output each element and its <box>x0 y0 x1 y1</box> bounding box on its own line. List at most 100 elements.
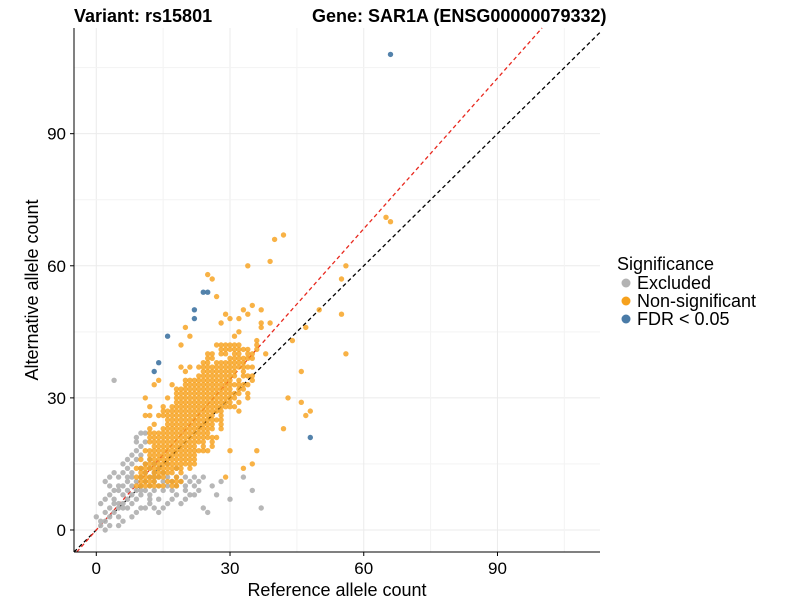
point-non-significant <box>182 417 189 423</box>
point-excluded <box>107 522 113 529</box>
point-non-significant <box>147 412 153 419</box>
point-excluded <box>191 483 198 489</box>
point-non-significant <box>151 443 157 449</box>
reference-line <box>76 27 543 553</box>
point-non-significant <box>222 399 229 405</box>
point-non-significant <box>187 448 193 454</box>
point-non-significant <box>249 364 255 370</box>
point-non-significant <box>160 474 166 480</box>
point-non-significant <box>245 355 251 361</box>
point-non-significant <box>280 232 287 238</box>
point-non-significant <box>178 421 184 427</box>
point-non-significant <box>178 404 184 410</box>
point-excluded <box>124 456 131 463</box>
point-excluded <box>182 487 189 494</box>
point-non-significant <box>213 417 220 423</box>
legend-swatch-non-significant <box>621 296 631 306</box>
point-non-significant <box>231 355 238 361</box>
point-non-significant <box>147 483 153 489</box>
point-non-significant <box>209 417 215 423</box>
point-non-significant <box>191 430 198 436</box>
point-fdr-0-05 <box>387 51 394 58</box>
point-non-significant <box>258 307 264 313</box>
point-non-significant <box>254 342 260 348</box>
point-non-significant <box>187 452 193 458</box>
point-non-significant <box>173 430 180 436</box>
point-non-significant <box>227 315 233 322</box>
point-non-significant <box>169 439 175 445</box>
point-excluded <box>120 500 126 507</box>
point-non-significant <box>164 456 171 463</box>
point-excluded <box>164 474 171 480</box>
point-excluded <box>115 474 122 480</box>
point-excluded <box>196 487 202 494</box>
point-non-significant <box>138 474 144 480</box>
point-excluded <box>129 483 135 489</box>
legend-swatch-fdr <box>621 314 631 324</box>
point-non-significant <box>245 382 251 388</box>
point-excluded <box>111 470 117 476</box>
point-non-significant <box>156 456 162 463</box>
point-non-significant <box>178 390 184 397</box>
point-non-significant <box>173 417 180 423</box>
point-excluded <box>187 492 193 498</box>
point-excluded <box>107 483 113 489</box>
point-non-significant <box>187 390 193 397</box>
point-non-significant <box>191 382 198 388</box>
point-non-significant <box>173 448 180 454</box>
point-excluded <box>129 470 135 476</box>
point-non-significant <box>169 382 175 388</box>
point-non-significant <box>151 448 157 454</box>
point-non-significant <box>213 404 220 410</box>
point-excluded <box>133 439 140 445</box>
point-non-significant <box>178 364 184 370</box>
legend-label-non-significant: Non-significant <box>637 291 756 311</box>
point-excluded <box>129 461 135 467</box>
point-non-significant <box>173 390 180 397</box>
point-non-significant <box>249 355 255 361</box>
point-excluded <box>133 434 140 441</box>
point-non-significant <box>205 417 211 423</box>
point-excluded <box>102 509 108 516</box>
point-excluded <box>133 448 140 454</box>
point-non-significant <box>196 426 202 432</box>
point-fdr-0-05 <box>191 315 198 322</box>
point-excluded <box>138 430 144 436</box>
point-non-significant <box>231 342 238 348</box>
point-non-significant <box>178 386 184 392</box>
point-non-significant <box>196 439 202 445</box>
point-excluded <box>138 443 144 449</box>
point-non-significant <box>222 382 229 388</box>
point-non-significant <box>205 390 211 397</box>
point-non-significant <box>147 465 153 471</box>
point-non-significant <box>209 386 215 392</box>
point-non-significant <box>147 474 153 480</box>
axis-ticks: 0 30 60 90 0 30 60 90 <box>47 125 507 578</box>
point-non-significant <box>151 470 157 476</box>
point-non-significant <box>240 465 247 471</box>
point-non-significant <box>213 364 220 370</box>
point-excluded <box>138 505 144 511</box>
point-fdr-0-05 <box>151 368 157 375</box>
point-non-significant <box>209 434 215 441</box>
point-non-significant <box>200 382 206 388</box>
point-excluded <box>102 496 108 502</box>
point-non-significant <box>151 461 157 467</box>
point-excluded <box>133 456 140 463</box>
point-excluded <box>124 487 131 494</box>
point-non-significant <box>209 355 215 361</box>
point-non-significant <box>191 412 198 419</box>
point-non-significant <box>240 368 247 375</box>
point-non-significant <box>236 390 242 397</box>
point-non-significant <box>182 395 189 401</box>
point-non-significant <box>182 439 189 445</box>
point-non-significant <box>307 408 313 414</box>
point-non-significant <box>316 307 322 313</box>
point-non-significant <box>160 470 166 476</box>
point-excluded <box>218 478 224 485</box>
point-non-significant <box>209 404 215 410</box>
point-non-significant <box>160 465 166 471</box>
point-non-significant <box>289 337 296 344</box>
point-non-significant <box>213 390 220 397</box>
point-excluded <box>102 478 108 485</box>
